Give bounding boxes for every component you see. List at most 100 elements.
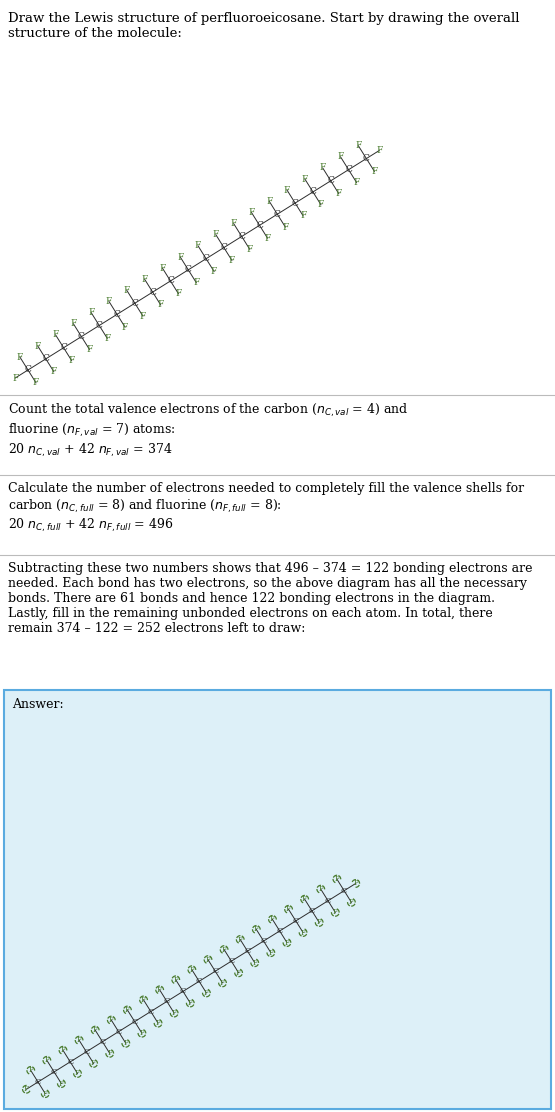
Text: C: C	[185, 266, 191, 275]
Text: F: F	[93, 1026, 98, 1034]
Text: F: F	[286, 905, 291, 913]
Text: F: F	[68, 356, 75, 365]
Text: C: C	[363, 155, 370, 163]
Text: C: C	[167, 277, 174, 286]
Text: Answer:: Answer:	[12, 698, 64, 711]
Text: F: F	[252, 959, 258, 966]
Text: F: F	[104, 334, 110, 342]
Text: C: C	[78, 332, 85, 341]
Text: C: C	[96, 321, 103, 330]
Text: C: C	[327, 177, 334, 186]
Text: F: F	[371, 167, 377, 176]
Text: C: C	[60, 344, 67, 353]
FancyBboxPatch shape	[4, 691, 551, 1109]
Text: F: F	[59, 1080, 64, 1088]
Text: C: C	[341, 886, 347, 895]
Text: C: C	[260, 937, 267, 945]
Text: F: F	[238, 935, 243, 943]
Text: F: F	[24, 1085, 29, 1093]
Text: C: C	[244, 947, 251, 955]
Text: F: F	[51, 367, 57, 376]
Text: Draw the Lewis structure of perfluoroeicosane. Start by drawing the overall
stru: Draw the Lewis structure of perfluoroeic…	[8, 12, 519, 40]
Text: F: F	[91, 1060, 96, 1068]
Text: F: F	[302, 895, 307, 903]
Text: F: F	[43, 1090, 48, 1098]
Text: Subtracting these two numbers shows that 496 – 374 = 122 bonding electrons are
n: Subtracting these two numbers shows that…	[8, 562, 532, 635]
Text: F: F	[28, 1066, 33, 1074]
Text: F: F	[337, 152, 344, 161]
Text: C: C	[325, 896, 331, 905]
Text: F: F	[316, 919, 322, 926]
Text: C: C	[148, 1007, 154, 1015]
Text: F: F	[124, 286, 130, 295]
Text: C: C	[274, 210, 281, 219]
Text: Count the total valence electrons of the carbon ($n_{C,val}$ = 4) and
fluorine (: Count the total valence electrons of the…	[8, 403, 408, 458]
Text: F: F	[141, 996, 146, 1004]
Text: F: F	[17, 353, 23, 361]
Text: C: C	[256, 221, 263, 230]
Text: F: F	[173, 976, 178, 984]
Text: F: F	[33, 378, 39, 387]
Text: F: F	[157, 986, 162, 994]
Text: C: C	[292, 917, 299, 925]
Text: F: F	[193, 278, 199, 287]
Text: F: F	[353, 880, 359, 887]
Text: F: F	[12, 374, 18, 383]
Text: F: F	[336, 189, 342, 198]
Text: C: C	[180, 987, 186, 995]
Text: C: C	[149, 288, 156, 297]
Text: C: C	[24, 366, 32, 375]
Text: F: F	[236, 969, 241, 976]
Text: F: F	[266, 197, 273, 206]
Text: F: F	[52, 330, 59, 339]
Text: F: F	[282, 222, 289, 231]
Text: F: F	[264, 234, 271, 242]
Text: C: C	[51, 1068, 57, 1076]
Text: F: F	[302, 175, 308, 183]
Text: F: F	[171, 1009, 177, 1017]
Text: F: F	[177, 252, 184, 261]
Text: F: F	[354, 178, 360, 187]
Text: F: F	[175, 289, 181, 298]
Text: F: F	[318, 885, 324, 893]
Text: F: F	[213, 230, 219, 239]
Text: F: F	[189, 965, 194, 974]
Text: F: F	[44, 1056, 49, 1064]
Text: F: F	[284, 939, 290, 946]
Text: C: C	[276, 927, 283, 935]
Text: F: F	[230, 219, 237, 228]
Text: F: F	[254, 925, 259, 933]
Text: C: C	[67, 1058, 73, 1066]
Text: F: F	[300, 929, 306, 936]
Text: F: F	[88, 308, 94, 317]
Text: F: F	[320, 163, 326, 172]
Text: F: F	[86, 345, 93, 354]
Text: F: F	[139, 1030, 144, 1037]
Text: Calculate the number of electrons needed to completely fill the valence shells f: Calculate the number of electrons needed…	[8, 481, 524, 535]
Text: C: C	[220, 244, 228, 252]
Text: F: F	[70, 319, 77, 328]
Text: F: F	[332, 909, 338, 916]
Text: F: F	[195, 241, 201, 250]
Text: F: F	[229, 256, 235, 265]
Text: F: F	[188, 999, 193, 1007]
Text: F: F	[123, 1040, 128, 1048]
Text: F: F	[34, 341, 41, 350]
Text: F: F	[204, 989, 209, 997]
Text: F: F	[376, 146, 382, 155]
Text: F: F	[349, 898, 354, 906]
Text: C: C	[292, 199, 299, 208]
Text: C: C	[42, 355, 49, 364]
Text: C: C	[132, 299, 138, 308]
Text: F: F	[140, 311, 146, 320]
Text: C: C	[309, 907, 315, 915]
Text: F: F	[221, 945, 227, 954]
Text: F: F	[125, 1006, 130, 1014]
Text: F: F	[159, 264, 165, 272]
Text: C: C	[115, 1027, 122, 1035]
Text: F: F	[268, 949, 274, 956]
Text: F: F	[270, 915, 275, 923]
Text: C: C	[35, 1078, 41, 1086]
Text: F: F	[220, 979, 225, 986]
Text: C: C	[196, 977, 203, 985]
